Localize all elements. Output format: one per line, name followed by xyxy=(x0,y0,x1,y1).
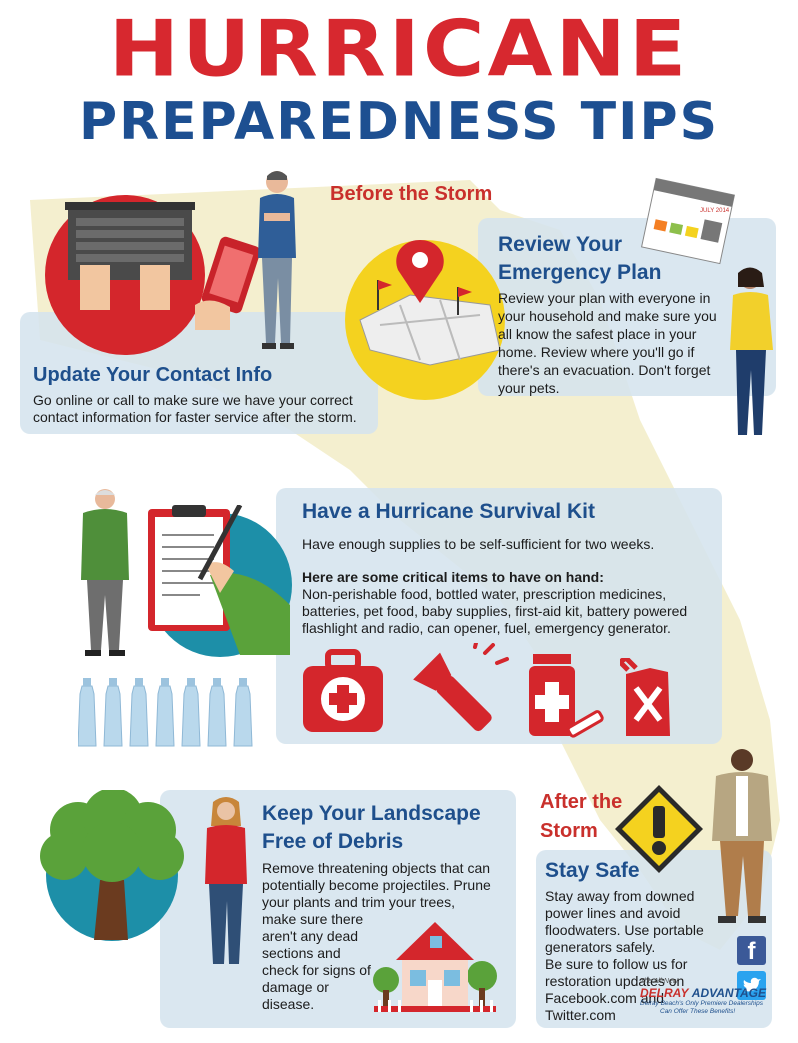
logo-word-advantage: ADVANTAGE xyxy=(691,986,767,1000)
calendar-icon: JULY 2014 xyxy=(641,177,735,265)
survival-kit-heading: Have a Hurricane Survival Kit xyxy=(302,500,595,523)
landscape-text-wide: Remove threatening objects that can pote… xyxy=(262,860,491,910)
tree-illustration xyxy=(40,790,184,941)
emergency-plan-heading-line1: Review Your xyxy=(498,233,623,256)
after-storm-label-line2: Storm xyxy=(540,820,598,842)
logo-tagline-1: Delray Beach's Only Premiere Dealerships xyxy=(640,1000,763,1007)
emergency-plan-text: Review your plan with everyone in your h… xyxy=(498,290,717,396)
man-tan-jacket-figure xyxy=(712,749,772,923)
logo-wordmark: DELRAY ADVANTAGE xyxy=(640,986,772,1000)
before-storm-label: Before the Storm xyxy=(330,183,493,205)
emergency-plan-panel xyxy=(478,218,776,396)
twitter-icon[interactable] xyxy=(737,971,766,1000)
landscape-heading-line1: Keep Your Landscape xyxy=(262,802,481,825)
medicine-bottle-icon xyxy=(529,654,604,738)
logo-tagline-2: Can Offer These Benefits! xyxy=(660,1008,736,1015)
fuel-can-icon xyxy=(620,658,670,736)
calendar-month-label: JULY 2014 xyxy=(700,208,730,214)
survival-kit-items-heading: Here are some critical items to have on … xyxy=(302,569,604,585)
water-bottles-illustration xyxy=(78,678,253,747)
logo-tagline-top: The All-New xyxy=(640,978,678,985)
laptop-typing-illustration xyxy=(45,195,205,355)
man-arms-crossed-figure xyxy=(258,171,296,349)
survival-kit-items: Non-perishable food, bottled water, pres… xyxy=(302,586,688,636)
contact-info-heading: Update Your Contact Info xyxy=(33,364,273,386)
house-illustration xyxy=(373,922,497,1012)
landscape-heading-line2: Free of Debris xyxy=(262,830,404,853)
follow-us-text: Be sure to follow us for restoration upd… xyxy=(545,956,688,1023)
delray-advantage-logo: The All-New DELRAY ADVANTAGE Delray Beac… xyxy=(640,978,772,1024)
woman-yellow-shirt-figure xyxy=(730,267,773,435)
twitter-bird-icon xyxy=(743,977,761,992)
contact-info-text: Go online or call to make sure we have y… xyxy=(33,392,357,425)
woman-red-shirt-figure xyxy=(205,797,247,964)
flashlight-icon xyxy=(413,643,509,732)
title-preparedness-tips: PREPAREDNESS TIPS xyxy=(78,92,720,152)
after-storm-label-line1: After the xyxy=(540,791,623,813)
facebook-icon[interactable]: f xyxy=(737,936,766,965)
title-hurricane: HURRICANE xyxy=(108,3,690,95)
landscape-text-narrow: make sure there aren't any dead sections… xyxy=(262,911,371,1012)
emergency-plan-heading-line2: Emergency Plan xyxy=(498,261,662,284)
older-man-green-sweater-figure xyxy=(81,489,129,656)
map-pin-illustration xyxy=(345,240,505,400)
warning-sign-icon xyxy=(615,785,703,873)
stay-safe-heading: Stay Safe xyxy=(545,859,640,882)
stay-safe-text: Stay away from downed power lines and av… xyxy=(545,888,704,955)
clipboard-checklist-illustration xyxy=(148,505,292,657)
smartphone-icon xyxy=(195,236,261,330)
logo-word-delray: DELRAY xyxy=(640,986,689,1000)
survival-kit-intro: Have enough supplies to be self-sufficie… xyxy=(302,536,655,552)
first-aid-kit-icon xyxy=(303,649,383,732)
